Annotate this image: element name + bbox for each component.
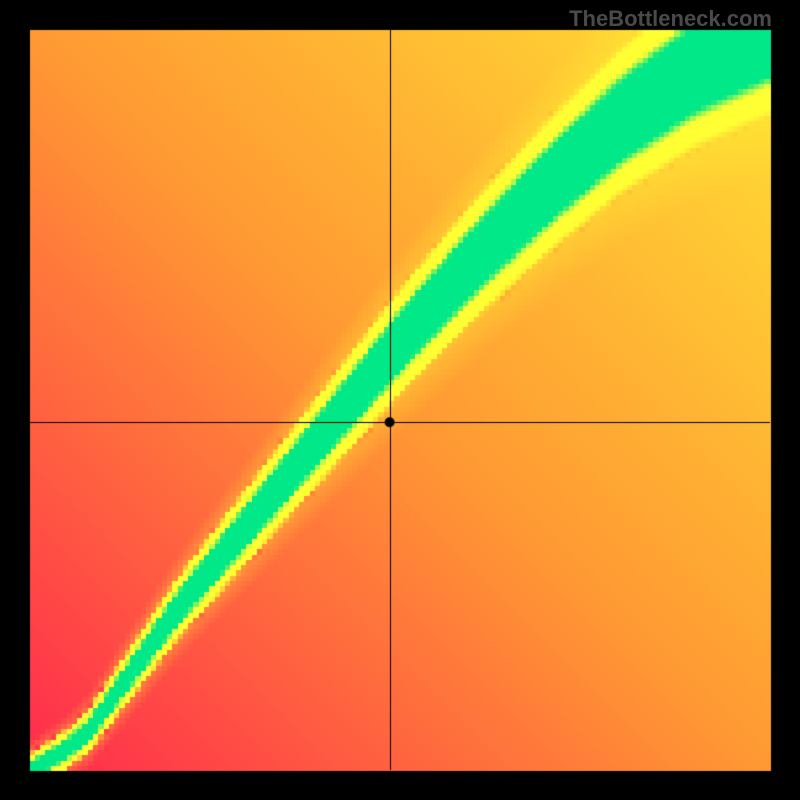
watermark-text: TheBottleneck.com [569, 6, 772, 32]
heatmap-canvas [0, 0, 800, 800]
chart-container: TheBottleneck.com [0, 0, 800, 800]
